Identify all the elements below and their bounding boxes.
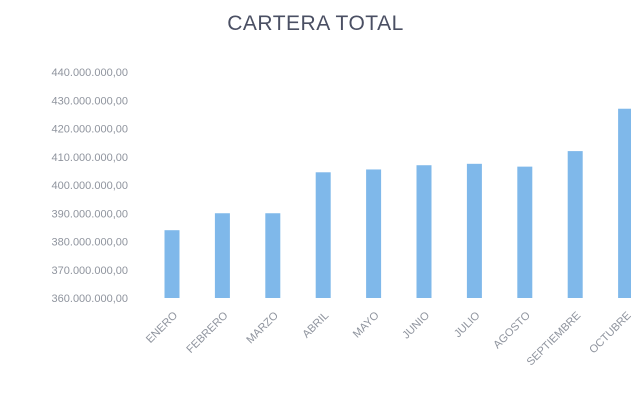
chart-title: CARTERA TOTAL: [227, 12, 404, 35]
y-tick-label: 380.000.000,00: [52, 237, 128, 249]
y-tick-label: 370.000.000,00: [52, 265, 128, 277]
x-tick-label: JULIO: [452, 309, 483, 340]
bar: [315, 172, 331, 298]
x-tick-label: MARZO: [244, 309, 281, 346]
y-tick-label: 400.000.000,00: [52, 180, 128, 192]
y-axis: 360.000.000,00 370.000.000,00 380.000.000,…: [52, 67, 128, 305]
bar: [618, 108, 631, 298]
x-tick-label: OCTUBRE: [587, 310, 631, 357]
bar: [416, 165, 432, 298]
y-tick-label: 390.000.000,00: [52, 208, 128, 220]
x-tick-label: ENERO: [144, 309, 180, 345]
bar: [265, 213, 281, 298]
x-tick-label: AGOSTO: [491, 309, 533, 351]
bar: [517, 166, 533, 298]
x-axis: ENERO FEBRERO MARZO ABRIL MAYO JUNIO JULIO AGOS…: [144, 309, 631, 368]
y-tick-label: 410.000.000,00: [52, 152, 128, 164]
x-tick-label: FEBRERO: [184, 309, 230, 355]
bar: [214, 213, 230, 298]
bar: [567, 151, 583, 298]
x-tick-label: SEPTIEMBRE: [525, 310, 584, 369]
bar-series: [164, 108, 631, 298]
bar: [466, 163, 482, 298]
bar: [164, 230, 180, 298]
y-tick-label: 440.000.000,00: [52, 67, 128, 79]
x-tick-label: MAYO: [351, 309, 382, 340]
bar: [366, 169, 382, 298]
x-tick-label: ABRIL: [300, 310, 331, 341]
y-tick-label: 360.000.000,00: [52, 293, 128, 305]
x-tick-label: JUNIO: [400, 309, 432, 341]
y-tick-label: 430.000.000,00: [52, 95, 128, 107]
y-tick-label: 420.000.000,00: [52, 124, 128, 136]
